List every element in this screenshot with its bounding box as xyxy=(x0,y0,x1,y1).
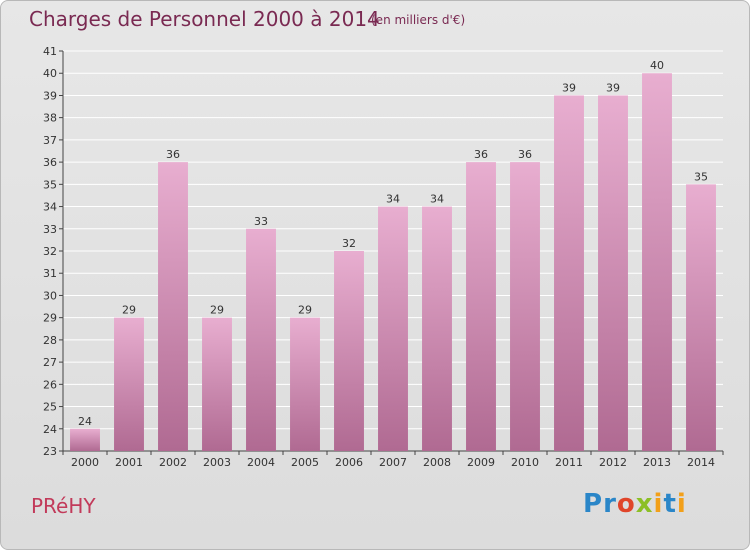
x-tick-label: 2013 xyxy=(643,456,671,469)
logo-letter: t xyxy=(663,489,677,519)
y-tick-label: 33 xyxy=(43,223,57,236)
bar xyxy=(686,184,716,452)
y-tick-label: 40 xyxy=(43,67,57,80)
y-tick-label: 28 xyxy=(43,334,57,347)
data-label: 36 xyxy=(518,148,532,161)
bar xyxy=(378,206,408,451)
bar xyxy=(246,228,276,451)
data-label: 32 xyxy=(342,237,356,250)
y-tick-label: 29 xyxy=(43,312,57,325)
y-tick-label: 26 xyxy=(43,378,57,391)
x-tick-label: 2011 xyxy=(555,456,583,469)
bar xyxy=(422,206,452,451)
data-label: 40 xyxy=(650,59,664,72)
data-label: 34 xyxy=(386,193,400,206)
logo-letter: r xyxy=(603,489,617,519)
x-tick-label: 2010 xyxy=(511,456,539,469)
y-tick-label: 31 xyxy=(43,267,57,280)
data-label: 24 xyxy=(78,415,92,428)
y-tick-label: 27 xyxy=(43,356,57,369)
x-tick-label: 2004 xyxy=(247,456,275,469)
data-label: 29 xyxy=(122,304,136,317)
data-label: 36 xyxy=(474,148,488,161)
bar xyxy=(510,162,540,451)
bar xyxy=(642,73,672,451)
y-tick-label: 34 xyxy=(43,201,57,214)
y-tick-label: 32 xyxy=(43,245,57,258)
proxiti-logo[interactable]: Proxiti xyxy=(583,489,687,519)
x-tick-label: 2014 xyxy=(687,456,715,469)
data-label: 34 xyxy=(430,193,444,206)
bar xyxy=(334,251,364,451)
bar xyxy=(466,162,496,451)
x-tick-label: 2003 xyxy=(203,456,231,469)
y-tick-label: 36 xyxy=(43,156,57,169)
data-label: 35 xyxy=(694,170,708,183)
x-tick-label: 2008 xyxy=(423,456,451,469)
data-label: 29 xyxy=(298,304,312,317)
x-tick-label: 2009 xyxy=(467,456,495,469)
y-tick-label: 38 xyxy=(43,112,57,125)
bar xyxy=(114,317,144,451)
bar xyxy=(598,95,628,451)
x-tick-label: 2005 xyxy=(291,456,319,469)
x-tick-label: 2006 xyxy=(335,456,363,469)
x-tick-label: 2007 xyxy=(379,456,407,469)
commune-name: PRéHY xyxy=(31,494,96,518)
y-tick-label: 25 xyxy=(43,401,57,414)
logo-letter: i xyxy=(653,489,664,519)
data-label: 36 xyxy=(166,148,180,161)
bar xyxy=(202,317,232,451)
logo-letter: i xyxy=(676,489,687,519)
data-label: 33 xyxy=(254,215,268,228)
x-tick-label: 2001 xyxy=(115,456,143,469)
y-tick-label: 39 xyxy=(43,89,57,102)
y-tick-label: 35 xyxy=(43,178,57,191)
logo-letter: x xyxy=(635,489,654,519)
logo-letter: P xyxy=(583,489,604,519)
x-tick-label: 2012 xyxy=(599,456,627,469)
x-tick-label: 2002 xyxy=(159,456,187,469)
y-tick-label: 24 xyxy=(43,423,57,436)
data-label: 39 xyxy=(562,81,576,94)
y-tick-label: 23 xyxy=(43,445,57,458)
data-label: 39 xyxy=(606,81,620,94)
y-tick-label: 30 xyxy=(43,289,57,302)
logo-letter: o xyxy=(616,489,636,519)
x-tick-label: 2000 xyxy=(71,456,99,469)
y-tick-label: 37 xyxy=(43,134,57,147)
y-tick-label: 41 xyxy=(43,45,57,58)
bar xyxy=(554,95,584,451)
bar xyxy=(70,428,100,451)
bar xyxy=(290,317,320,451)
chart-title: Charges de Personnel 2000 à 2014 xyxy=(29,7,380,31)
chart-subtitle: (en milliers d'€) xyxy=(371,13,466,27)
bar xyxy=(158,162,188,451)
data-label: 29 xyxy=(210,304,224,317)
